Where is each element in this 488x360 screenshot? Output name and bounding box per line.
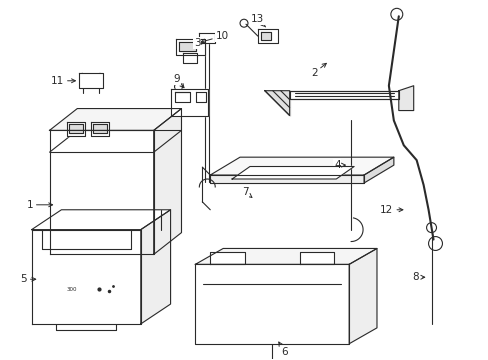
- Polygon shape: [49, 109, 181, 130]
- Polygon shape: [178, 42, 196, 51]
- Text: 5: 5: [20, 274, 36, 284]
- Polygon shape: [141, 210, 170, 324]
- Polygon shape: [183, 53, 197, 63]
- Polygon shape: [153, 109, 181, 255]
- Polygon shape: [67, 122, 85, 136]
- Text: 4: 4: [333, 160, 345, 170]
- Polygon shape: [174, 92, 190, 102]
- Polygon shape: [91, 122, 109, 136]
- Polygon shape: [199, 33, 215, 43]
- Polygon shape: [32, 230, 141, 324]
- Polygon shape: [49, 130, 153, 255]
- Text: 2: 2: [310, 63, 325, 78]
- Polygon shape: [257, 29, 277, 43]
- Polygon shape: [79, 73, 103, 88]
- Text: 9: 9: [173, 74, 183, 88]
- Text: 7: 7: [241, 187, 251, 197]
- Polygon shape: [175, 39, 205, 55]
- Polygon shape: [195, 248, 376, 264]
- Polygon shape: [210, 157, 393, 175]
- Polygon shape: [93, 125, 107, 133]
- Text: 12: 12: [380, 205, 402, 215]
- Polygon shape: [260, 32, 270, 40]
- Polygon shape: [32, 210, 170, 230]
- Polygon shape: [170, 89, 208, 117]
- Polygon shape: [196, 92, 206, 102]
- Polygon shape: [364, 157, 393, 183]
- Text: 10: 10: [201, 31, 228, 43]
- Text: 11: 11: [51, 76, 75, 86]
- Text: 8: 8: [411, 272, 424, 282]
- Polygon shape: [210, 175, 364, 183]
- Polygon shape: [289, 91, 398, 99]
- Polygon shape: [348, 248, 376, 344]
- Polygon shape: [210, 252, 244, 264]
- Polygon shape: [69, 125, 83, 133]
- Text: 300: 300: [66, 287, 77, 292]
- Text: 6: 6: [278, 342, 287, 357]
- Text: 13: 13: [251, 14, 265, 27]
- Polygon shape: [264, 91, 289, 116]
- Text: 3: 3: [194, 38, 204, 48]
- Polygon shape: [398, 86, 413, 111]
- Polygon shape: [299, 252, 334, 264]
- Text: 1: 1: [26, 200, 53, 210]
- Polygon shape: [232, 167, 353, 179]
- Polygon shape: [195, 264, 348, 344]
